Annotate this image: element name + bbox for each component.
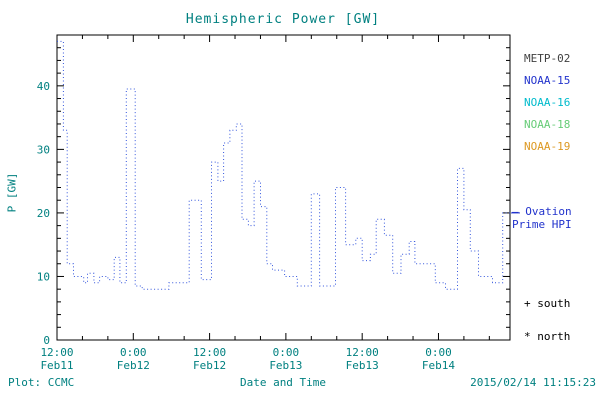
x-tick-time-label: 12:00 [193,346,226,359]
x-tick-date-label: Feb11 [40,359,73,372]
x-axis-label: Date and Time [239,376,327,389]
x-tick-date-label: Feb12 [117,359,150,372]
south-marker-note: + south [524,297,571,310]
plot-frame [56,34,511,341]
x-tick-time-label: 12:00 [346,346,379,359]
legend-item-metp-02: METP-02 [524,52,571,65]
x-tick-time-label: 0:00 [120,346,147,359]
legend-item-noaa-15: NOAA-15 [524,74,571,87]
plot-source: Plot: CCMC [8,376,75,389]
ovation-annotation-line1: — Ovation [512,205,572,218]
chart-title: Hemispheric Power [GW] [185,12,381,27]
north-marker-note: * north [524,330,571,343]
y-tick-label: 10 [37,270,50,283]
legend-item-noaa-19: NOAA-19 [524,140,571,153]
ovation-annotation-line2: Prime HPI [512,218,572,231]
satellite-legend: METP-02 NOAA-15 NOAA-16 NOAA-18 NOAA-19 [524,48,570,158]
x-tick-date-label: Feb13 [269,359,302,372]
x-tick-time-label: 0:00 [425,346,452,359]
x-tick-time-label: 0:00 [273,346,300,359]
legend-item-noaa-18: NOAA-18 [524,118,571,131]
hemispheric-power-series [57,40,510,290]
legend-item-noaa-16: NOAA-16 [524,96,571,109]
x-tick-date-label: Feb13 [346,359,379,372]
y-tick-label: 40 [37,80,50,93]
y-tick-label: 30 [37,143,50,156]
ovation-prime-annotation: — Ovation Prime HPI [512,205,572,231]
x-tick-time-label: 12:00 [40,346,73,359]
y-tick-label: 20 [37,207,50,220]
y-tick-label: 0 [43,334,50,347]
timestamp: 2015/02/14 11:15:23 [470,376,596,389]
x-tick-date-label: Feb14 [422,359,455,372]
x-tick-date-label: Feb12 [193,359,226,372]
